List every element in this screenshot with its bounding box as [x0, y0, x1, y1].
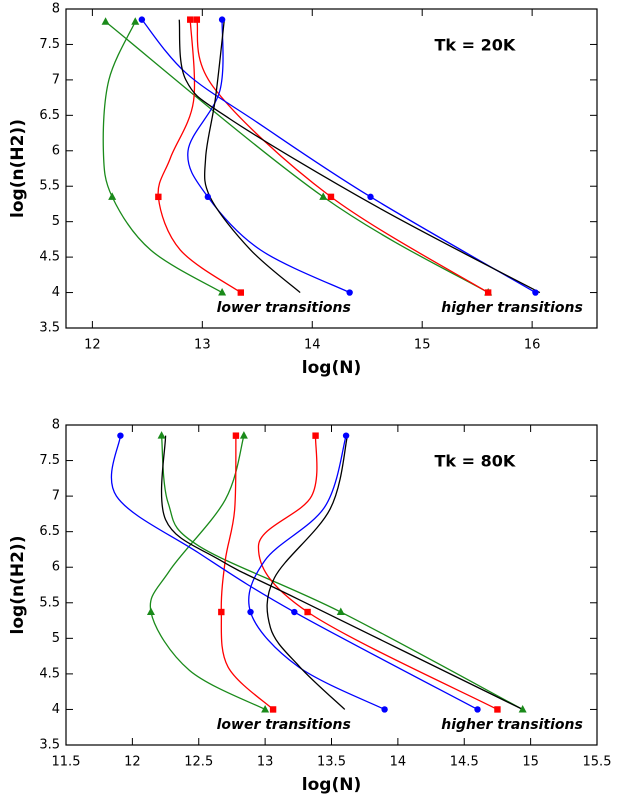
x-axis-label: log(N) — [302, 775, 361, 795]
y-tick-label: 5.5 — [39, 595, 60, 610]
y-axis-label: log(n(H2)) — [8, 536, 28, 635]
curve — [220, 435, 274, 710]
curve — [102, 21, 223, 294]
curve — [160, 435, 523, 711]
curve — [141, 19, 536, 294]
annotation: higher transitions — [441, 717, 583, 733]
x-tick-label: 14.5 — [450, 755, 479, 770]
marker — [237, 289, 245, 296]
marker — [193, 16, 201, 23]
marker — [146, 607, 155, 616]
x-tick-label: 14 — [390, 755, 407, 770]
marker — [187, 16, 194, 23]
marker — [232, 432, 240, 439]
y-tick-label: 6 — [52, 560, 60, 575]
y-tick-label: 4.5 — [39, 666, 60, 681]
curve — [178, 19, 541, 294]
curve — [203, 19, 301, 294]
y-tick-label: 8 — [52, 2, 60, 17]
y-tick-label: 4 — [52, 702, 60, 717]
marker — [117, 432, 124, 439]
curve — [160, 435, 523, 711]
y-tick-label: 7 — [52, 72, 60, 87]
marker — [381, 706, 388, 713]
curve — [257, 435, 498, 711]
y-tick-label: 5.5 — [39, 179, 60, 194]
marker — [239, 431, 248, 439]
y-tick-label: 7.5 — [39, 453, 60, 468]
x-tick-label: 13 — [257, 755, 274, 770]
x-tick-label: 13 — [194, 338, 211, 353]
marker — [101, 17, 110, 25]
y-tick-label: 7.5 — [39, 37, 60, 52]
marker — [269, 706, 277, 713]
marker — [346, 289, 353, 296]
y-tick-label: 8 — [52, 418, 60, 433]
marker — [204, 193, 212, 201]
curve — [157, 19, 242, 294]
curve — [266, 435, 349, 710]
marker — [312, 432, 319, 439]
y-tick-label: 6 — [52, 143, 60, 158]
marker — [327, 193, 335, 201]
marker — [342, 432, 350, 439]
x-tick-label: 14 — [304, 338, 321, 353]
x-tick-label: 12.5 — [184, 755, 213, 770]
curve — [110, 435, 478, 711]
x-tick-label: 13.5 — [317, 755, 346, 770]
marker — [218, 608, 225, 616]
marker — [304, 608, 311, 616]
curve — [187, 19, 350, 294]
marker — [291, 608, 298, 616]
marker — [155, 193, 162, 201]
marker — [218, 16, 226, 23]
x-tick-label: 15.5 — [583, 755, 612, 770]
marker — [532, 289, 539, 296]
x-tick-label: 11.5 — [52, 755, 81, 770]
marker — [319, 192, 328, 200]
y-tick-label: 6.5 — [39, 524, 60, 539]
y-tick-label: 4.5 — [39, 250, 60, 265]
y-tick-label: 3.5 — [39, 321, 60, 336]
marker — [131, 17, 140, 25]
marker — [218, 288, 227, 296]
x-tick-label: 12 — [84, 338, 101, 353]
panel-title: Tk = 20K — [434, 36, 515, 55]
annotation: lower transitions — [217, 717, 351, 733]
x-tick-label: 16 — [524, 338, 541, 353]
marker — [494, 706, 501, 713]
x-axis-label: log(N) — [302, 358, 361, 378]
marker — [484, 289, 492, 296]
marker — [108, 192, 117, 200]
plot-frame — [65, 8, 598, 329]
panel-title: Tk = 80K — [434, 452, 515, 471]
marker — [138, 16, 146, 23]
annotation: higher transitions — [441, 300, 583, 316]
x-tick-label: 15 — [414, 338, 431, 353]
marker — [247, 608, 254, 616]
y-tick-label: 5 — [52, 631, 60, 646]
x-tick-label: 12 — [124, 755, 141, 770]
y-tick-label: 4 — [52, 285, 60, 300]
marker — [261, 704, 270, 713]
annotation: lower transitions — [217, 300, 351, 316]
y-tick-label: 3.5 — [39, 738, 60, 753]
curve — [196, 19, 489, 294]
marker — [518, 704, 527, 713]
y-axis-label: log(n(H2)) — [8, 119, 28, 218]
marker — [336, 607, 345, 616]
y-tick-label: 5 — [52, 214, 60, 229]
curve — [105, 21, 489, 294]
x-tick-label: 15 — [522, 755, 539, 770]
y-tick-label: 7 — [52, 489, 60, 504]
curve — [149, 435, 266, 711]
marker — [474, 706, 481, 713]
marker — [367, 193, 374, 201]
y-tick-label: 6.5 — [39, 108, 60, 123]
marker — [157, 431, 166, 439]
